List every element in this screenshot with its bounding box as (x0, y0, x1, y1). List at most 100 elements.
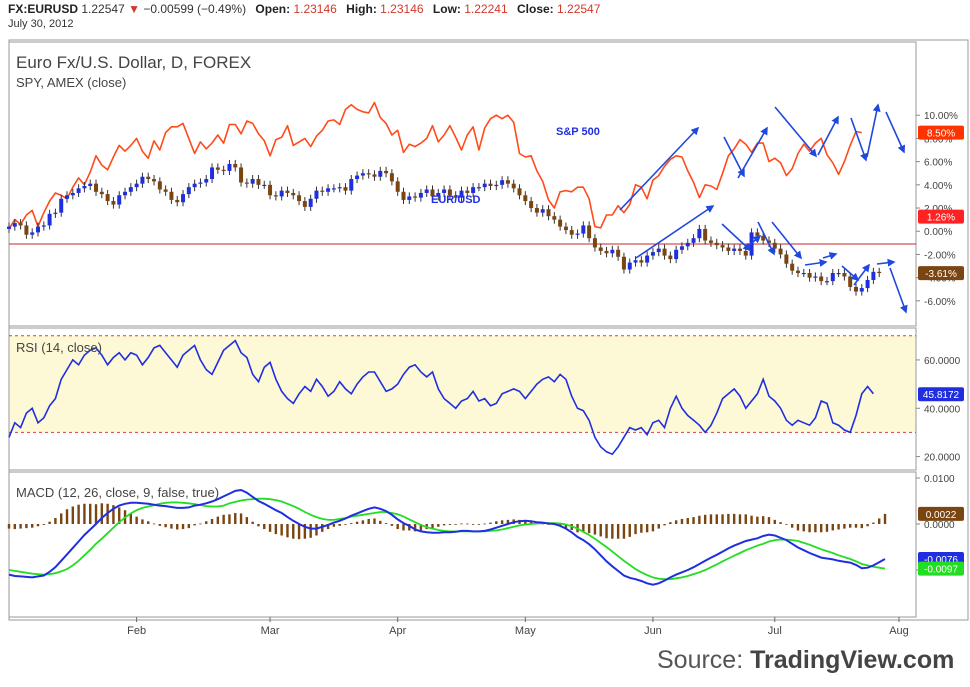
eurusd-candle-body (691, 238, 696, 243)
spy-secondary-badge-bg (918, 209, 964, 224)
spy-value-badge-text: 8.50% (927, 129, 955, 140)
eurusd-candle-body (279, 190, 284, 197)
eurusd-candle-body (169, 191, 174, 200)
eurusd-candle-body (482, 183, 487, 188)
macd-histogram-bar (529, 521, 533, 524)
macd-histogram-bar (135, 516, 138, 524)
eurusd-candle-body (650, 252, 655, 256)
macd-histogram-bar (390, 524, 394, 526)
macd-histogram-bar (587, 524, 591, 534)
trend-arrow (889, 267, 908, 314)
eurusd-candle-body (349, 179, 354, 191)
eurusd-candle-body (459, 190, 464, 198)
eurusd-candle-body (308, 198, 313, 207)
price-y-tick-label: -2.00% (924, 250, 956, 261)
eurusd-candle-body (790, 263, 795, 271)
eurusd-candle-body (326, 188, 331, 192)
macd-histogram-bar (158, 524, 162, 526)
macd-hist-badge-bg (918, 506, 964, 521)
price-y-tick-label: 6.00% (924, 158, 952, 169)
eurusd-candle-body (674, 249, 679, 260)
eurusd-candle-body (314, 190, 319, 199)
macd-histogram-bar (326, 524, 330, 530)
eurusd-candle-body (540, 209, 545, 213)
macd-histogram-bar (837, 524, 840, 530)
eurusd-candle-body (36, 226, 41, 233)
eurusd-candle-body (175, 199, 180, 203)
eurusd-candle-body (250, 179, 255, 184)
macd-histogram-bar (657, 524, 660, 529)
eurusd-candle-body (627, 262, 632, 270)
macd-histogram-bar (129, 513, 133, 524)
macd-histogram-bar (663, 524, 666, 526)
eurusd-candle-body (679, 246, 684, 250)
eurusd-candle-body (215, 167, 220, 170)
macd-histogram-bar (402, 524, 405, 531)
macd-histogram-bar (645, 524, 649, 533)
symbol-header: FX:EURUSD 1.22547 ▼ −0.00599 (−0.49%) Op… (8, 2, 600, 16)
macd-histogram-bar (872, 522, 875, 524)
eurusd-candle-body (360, 173, 365, 176)
macd-y-tick-label: 0.0100 (924, 474, 955, 485)
eurusd-candle-body (517, 188, 522, 196)
macd-histogram-bar (605, 524, 608, 539)
macd-histogram-bar (280, 524, 283, 536)
rsi-title: RSI (14, close) (16, 340, 102, 355)
macd-histogram-bar (199, 523, 202, 525)
macd-histogram-bar (500, 520, 504, 524)
trend-arrow (885, 111, 906, 154)
eurusd-candle-body (447, 189, 452, 196)
macd-histogram-bar (790, 524, 794, 528)
eurusd-candle-body (82, 186, 87, 189)
eurusd-value-badge-bg (918, 266, 964, 281)
rsi-value-badge: 45.8172 (918, 387, 964, 402)
macd-histogram-bar (355, 521, 359, 524)
eurusd-candle-body (128, 187, 133, 192)
macd-value-badge-text: -0.0076 (924, 555, 958, 566)
eurusd-candle-body (633, 260, 638, 263)
macd-histogram-bar (593, 524, 597, 535)
macd-histogram-bar (94, 504, 98, 524)
macd-histogram-bar (877, 518, 881, 524)
eurusd-candle-body (436, 192, 441, 197)
eurusd-candle-body (157, 181, 162, 190)
eurusd-candle-body (546, 209, 551, 217)
eurusd-candle-body (65, 195, 70, 199)
macd-histogram-bar (477, 524, 481, 525)
eurusd-candle-body (830, 273, 835, 282)
high-label: High: (346, 2, 377, 16)
macd-histogram-bar (703, 514, 707, 524)
macd-histogram-bar (686, 518, 689, 524)
eurusd-candle-body (587, 225, 592, 239)
macd-histogram-bar (408, 524, 411, 531)
macd-histogram-bar (611, 524, 614, 539)
macd-histogram-bar (60, 513, 63, 524)
macd-histogram-bar (831, 524, 834, 531)
eurusd-candle-body (778, 248, 783, 255)
macd-histogram-bar (384, 523, 388, 524)
eurusd-candle-body (424, 189, 429, 193)
eurusd-candle-body (743, 250, 748, 256)
macd-histogram-bar (466, 523, 469, 525)
macd-histogram-bar (628, 524, 631, 537)
macd-histogram-bar (825, 524, 829, 532)
eurusd-candle-body (442, 189, 447, 193)
price-y-tick-label: 0.00% (924, 227, 952, 238)
macd-histogram-bar (222, 514, 225, 524)
eurusd-candle-body (302, 201, 307, 207)
eurusd-candle-body (192, 183, 197, 188)
macd-histogram-bar (860, 524, 863, 529)
trend-arrow (737, 126, 768, 179)
macd-histogram-bar (251, 521, 254, 524)
x-tick-label: Jul (768, 625, 782, 637)
eurusd-candle-body (285, 190, 290, 193)
macd-histogram-bar (651, 524, 655, 532)
rsi-value-badge-bg (918, 387, 964, 402)
macd-histogram-bar (843, 524, 846, 529)
x-tick-label: Apr (389, 625, 406, 637)
macd-histogram-bar (814, 524, 817, 533)
eurusd-candle-body (88, 183, 93, 186)
eurusd-candle-body (12, 223, 17, 227)
eurusd-candle-body (511, 183, 516, 189)
